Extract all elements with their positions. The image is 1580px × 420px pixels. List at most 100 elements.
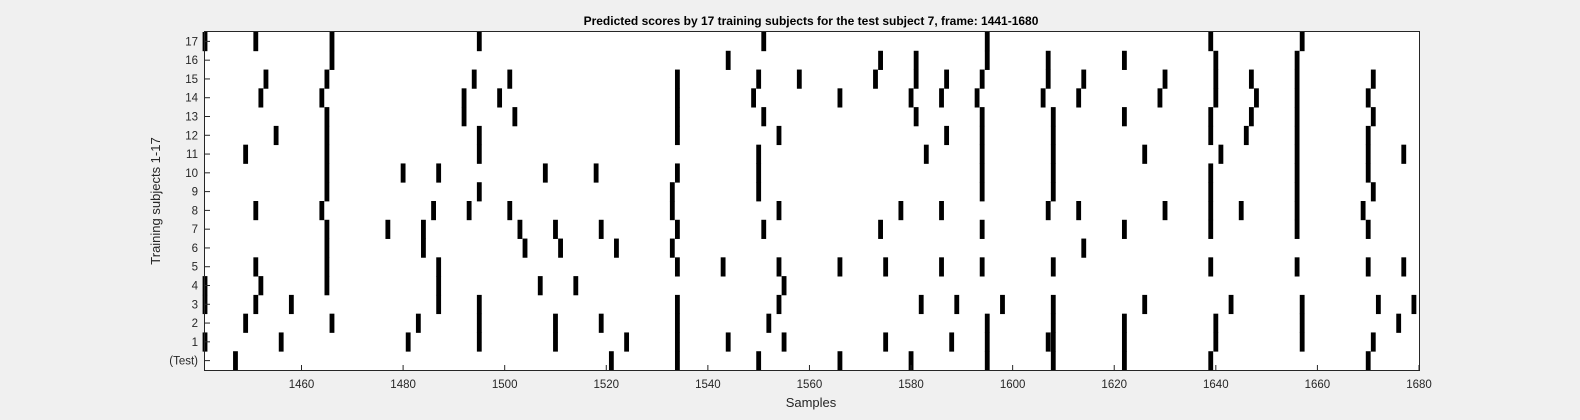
heatmap-mark <box>476 332 482 352</box>
x-tick-label: 1480 <box>390 379 416 391</box>
x-tick-label: 1540 <box>695 379 721 391</box>
heatmap-mark <box>725 50 731 70</box>
heatmap-mark <box>1162 69 1168 89</box>
x-tick-label: 1640 <box>1203 379 1229 391</box>
heatmap-mark <box>979 125 985 146</box>
heatmap-mark <box>837 88 843 108</box>
heatmap-mark <box>1208 257 1214 277</box>
heatmap-mark <box>669 201 675 221</box>
heatmap-mark <box>1208 125 1214 146</box>
heatmap-mark <box>598 219 604 239</box>
heatmap-mark <box>984 313 990 333</box>
heatmap-mark <box>1208 163 1214 183</box>
heatmap-mark <box>497 88 503 108</box>
heatmap-mark <box>1050 332 1056 352</box>
heatmap-mark <box>761 107 767 127</box>
heatmap-mark <box>1365 88 1371 108</box>
heatmap-mark <box>476 32 482 52</box>
heatmap-mark <box>1375 294 1381 315</box>
heatmap-mark <box>908 88 914 108</box>
heatmap-mark <box>253 257 259 277</box>
heatmap-mark <box>1050 144 1056 164</box>
heatmap-mark <box>1294 125 1300 146</box>
y-tick-label: 13 <box>185 112 198 124</box>
heatmap-mark <box>476 294 482 315</box>
heatmap-mark <box>756 144 762 164</box>
heatmap-mark <box>756 351 762 371</box>
heatmap-mark <box>1299 294 1305 315</box>
heatmap-mark <box>593 163 599 183</box>
heatmap-mark <box>233 351 238 371</box>
heatmap-mark <box>400 163 406 183</box>
heatmap-mark <box>751 88 756 108</box>
y-tick-label: 14 <box>185 93 198 105</box>
heatmap-mark <box>461 88 467 108</box>
heatmap-mark <box>1213 313 1219 333</box>
heatmap-mark <box>979 107 985 127</box>
heatmap-mark <box>1208 201 1214 221</box>
heatmap-mark <box>507 69 513 89</box>
heatmap-mark <box>1076 201 1082 221</box>
heatmap-mark <box>1294 88 1300 108</box>
heatmap-mark <box>471 69 477 89</box>
heatmap-mark <box>674 332 680 352</box>
heatmap-mark <box>878 219 883 239</box>
heatmap-mark <box>674 69 680 89</box>
heatmap-mark <box>873 69 878 89</box>
heatmap-mark <box>1299 313 1305 333</box>
heatmap-mark <box>1294 201 1300 221</box>
heatmap-mark <box>674 351 680 371</box>
heatmap-mark <box>1213 50 1219 70</box>
heatmap-mark <box>553 219 558 239</box>
heatmap-mark <box>1121 351 1127 371</box>
heatmap-mark <box>537 276 543 296</box>
y-tick-label: 2 <box>192 318 198 330</box>
heatmap-mark <box>674 294 680 315</box>
heatmap-mark <box>1050 351 1056 371</box>
heatmap-mark <box>923 144 929 164</box>
heatmap-mark <box>436 276 442 296</box>
heatmap-mark <box>1360 201 1366 221</box>
heatmap-mark <box>1000 294 1005 315</box>
heatmap-mark <box>1248 69 1254 89</box>
heatmap-mark <box>796 69 802 89</box>
heatmap-mark <box>725 332 731 352</box>
heatmap-mark <box>1213 332 1219 352</box>
heatmap-mark <box>979 219 985 239</box>
heatmap-mark <box>979 182 985 202</box>
heatmap-mark <box>1081 238 1087 258</box>
heatmap-mark <box>1050 313 1056 333</box>
heatmap-mark <box>939 88 944 108</box>
y-tick-label: 3 <box>192 299 198 311</box>
heatmap-mark <box>1370 69 1376 89</box>
heatmap-mark <box>1050 294 1056 315</box>
heatmap-mark <box>243 313 249 333</box>
heatmap-mark <box>476 125 482 146</box>
heatmap-mark <box>949 332 955 352</box>
heatmap-mark <box>913 107 919 127</box>
heatmap-mark <box>324 125 330 146</box>
heatmap-mark <box>954 294 960 315</box>
heatmap-mark <box>776 294 782 315</box>
heatmap-mark <box>837 351 843 371</box>
heatmap-mark <box>913 69 919 89</box>
heatmap-mark <box>1365 125 1371 146</box>
heatmap-mark <box>624 332 630 352</box>
y-tick-label: 4 <box>192 281 199 293</box>
heatmap-mark <box>1294 182 1300 202</box>
heatmap-mark <box>1365 219 1371 239</box>
heatmap-mark <box>329 50 335 70</box>
heatmap-mark <box>918 294 924 315</box>
heatmap-mark <box>979 69 985 89</box>
y-tick-label: 10 <box>185 168 198 180</box>
heatmap-mark <box>1208 32 1214 52</box>
x-tick-label: 1580 <box>898 379 924 391</box>
y-tick-label: 17 <box>185 36 198 48</box>
heatmap-mark <box>476 313 482 333</box>
y-tick-label: 6 <box>192 243 198 255</box>
heatmap-mark <box>1208 351 1214 371</box>
heatmap-mark <box>329 313 335 333</box>
